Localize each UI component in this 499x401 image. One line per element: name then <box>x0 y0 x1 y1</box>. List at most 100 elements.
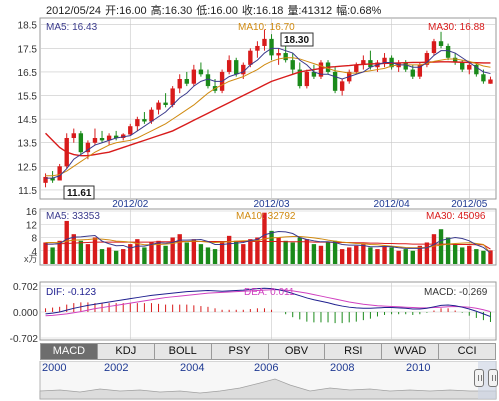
volume-bar <box>481 250 486 264</box>
candle-body <box>424 53 430 65</box>
volume-bar <box>375 249 380 264</box>
quote-date: 2012/05/24 <box>46 5 102 17</box>
volume-bar <box>163 245 168 264</box>
candle-body <box>481 74 486 82</box>
tab-psy[interactable]: PSY <box>212 344 269 359</box>
volume-bar <box>241 244 246 264</box>
volume-bar <box>438 229 444 264</box>
volume-bar <box>191 239 197 264</box>
candle-body <box>205 74 211 87</box>
volume-bar <box>283 240 288 264</box>
volume-bar <box>184 242 189 264</box>
candle-body <box>255 45 260 51</box>
volume-unit-label: x万 <box>24 254 38 264</box>
macd-dif-legend: DIF: -0.123 <box>46 287 96 298</box>
candle-body <box>92 138 98 143</box>
x-axis-tick-label: 2012/03 <box>253 199 290 210</box>
volume-bar <box>50 247 55 264</box>
macd-dif-line <box>45 287 491 318</box>
volume-bar <box>488 250 493 264</box>
volume-bar <box>318 245 324 264</box>
macd-y-tick-label: 0.702 <box>13 282 38 293</box>
quote-change: 幅:0.68% <box>336 5 382 17</box>
navigator-left-handle[interactable] <box>474 369 484 387</box>
candle-body <box>85 142 91 153</box>
candle-body <box>262 38 267 46</box>
candle-body <box>156 102 161 110</box>
volume-ma5-legend: MA5: 33353 <box>46 211 100 222</box>
candle-body <box>460 62 465 70</box>
volume-bar <box>198 244 204 264</box>
volume-bar <box>339 249 345 264</box>
candle-body <box>170 88 175 105</box>
volume-ma10-legend: MA10: 32792 <box>236 211 296 222</box>
tab-cci[interactable]: CCI <box>457 345 477 357</box>
candle-body <box>184 79 189 84</box>
volume-bar <box>78 240 84 264</box>
navigator-year-2004: 2004 <box>180 362 205 374</box>
volume-y-tick-label: 12 <box>26 220 38 231</box>
quote-high: 高:16.30 <box>150 5 193 17</box>
volume-bar <box>445 237 451 264</box>
navigator-year-2006: 2006 <box>254 362 279 374</box>
candle-body <box>43 176 48 183</box>
candle-body <box>332 71 338 91</box>
price-y-tick-label: 11.5 <box>18 186 37 197</box>
volume-bar <box>106 247 112 264</box>
candle-body <box>177 79 182 89</box>
price-y-tick-label: 15.5 <box>18 92 38 103</box>
volume-bar <box>452 244 458 264</box>
quote-close: 收:16.18 <box>241 5 284 17</box>
min-price-callout: 11.61 <box>67 188 92 199</box>
price-ma30-legend: MA30: 16.88 <box>428 22 485 33</box>
x-axis-tick-label: 2012/05 <box>451 199 488 210</box>
volume-bar <box>396 250 401 264</box>
volume-bar <box>170 237 175 264</box>
macd-y-tick-label: -0.702 <box>10 334 39 343</box>
volume-bar <box>92 237 98 264</box>
volume-bar <box>382 245 387 264</box>
candle-body <box>467 64 472 70</box>
tab-kdj[interactable]: KDJ <box>98 344 155 359</box>
tab-obv[interactable]: OBV <box>269 344 326 359</box>
price-ma5-line <box>45 47 491 179</box>
candle-body <box>57 166 62 181</box>
candle-body <box>382 57 387 63</box>
tab-macd[interactable]: MACD <box>41 344 98 359</box>
tab-rsi[interactable]: RSI <box>325 344 383 359</box>
volume-bar <box>226 235 232 264</box>
max-price-callout: 18.30 <box>284 35 309 46</box>
volume-bar <box>156 240 161 264</box>
volume-bar <box>234 240 239 264</box>
navigator-history-area <box>39 378 497 400</box>
price-y-tick-label: 16.5 <box>18 68 38 79</box>
volume-bar <box>269 230 274 264</box>
range-navigator[interactable] <box>0 361 499 401</box>
quote-low: 低:16.00 <box>196 5 238 17</box>
quote-open: 开:16.00 <box>105 5 147 17</box>
volume-bar <box>85 244 91 264</box>
tab-boll[interactable]: BOLL <box>155 344 212 359</box>
volume-bar <box>43 242 48 264</box>
volume-bar <box>113 250 119 264</box>
quote-volume: 量:41312 <box>287 5 333 17</box>
candle-body <box>198 69 204 75</box>
candle-body <box>474 64 479 75</box>
candle-body <box>149 109 154 122</box>
volume-bar <box>219 242 225 264</box>
volume-bar <box>128 244 133 264</box>
candle-body <box>191 69 197 84</box>
min-price-callout-box <box>63 185 95 200</box>
volume-bar <box>311 244 317 264</box>
price-ma5-legend: MA5: 16.43 <box>46 22 98 33</box>
navigator-right-handle[interactable] <box>488 369 498 387</box>
price-panel-frame <box>39 17 497 200</box>
tab-wvad[interactable]: WVAD <box>382 344 440 359</box>
candle-body <box>417 64 423 77</box>
candle-body <box>311 71 317 77</box>
volume-ma10-line <box>45 236 491 254</box>
volume-bar <box>57 240 62 264</box>
price-y-tick-label: 17.5 <box>18 44 38 55</box>
candle-body <box>354 64 359 72</box>
indicator-tabs: MACD KDJ BOLL PSY OBV RSI WVAD CCI <box>40 343 496 360</box>
